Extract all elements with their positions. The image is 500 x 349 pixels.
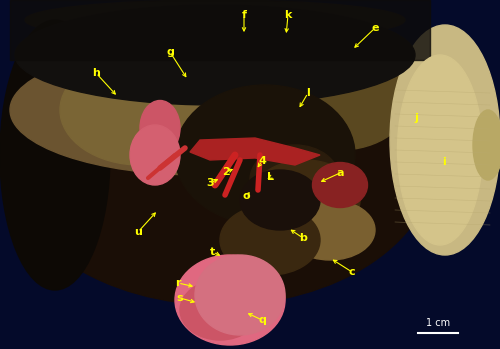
- Ellipse shape: [473, 110, 500, 180]
- Text: 3: 3: [206, 178, 214, 188]
- Ellipse shape: [15, 5, 415, 105]
- Ellipse shape: [285, 200, 375, 260]
- Text: t: t: [210, 247, 216, 257]
- Ellipse shape: [390, 25, 500, 255]
- Text: g: g: [166, 47, 174, 57]
- Ellipse shape: [240, 170, 320, 230]
- Ellipse shape: [25, 0, 405, 40]
- Ellipse shape: [140, 101, 180, 156]
- Text: e: e: [371, 23, 379, 33]
- Ellipse shape: [10, 45, 390, 175]
- Ellipse shape: [175, 85, 355, 225]
- Ellipse shape: [60, 55, 220, 165]
- Text: o: o: [242, 191, 250, 201]
- Text: 1 cm: 1 cm: [426, 318, 450, 328]
- Text: i: i: [442, 157, 446, 167]
- Ellipse shape: [180, 280, 260, 340]
- Text: b: b: [299, 233, 307, 243]
- Text: 4: 4: [258, 156, 266, 166]
- Text: c: c: [348, 267, 356, 277]
- Ellipse shape: [130, 125, 180, 185]
- Ellipse shape: [312, 163, 368, 208]
- Text: q: q: [258, 315, 266, 325]
- Text: u: u: [134, 227, 142, 237]
- Ellipse shape: [270, 50, 410, 150]
- Text: a: a: [336, 168, 344, 178]
- Text: l: l: [306, 88, 310, 98]
- Polygon shape: [190, 138, 320, 165]
- Text: r: r: [176, 278, 181, 288]
- Text: L: L: [268, 172, 274, 182]
- Text: 2: 2: [222, 167, 230, 177]
- Text: k: k: [284, 10, 292, 20]
- Ellipse shape: [175, 255, 285, 345]
- Ellipse shape: [398, 55, 482, 245]
- Ellipse shape: [5, 15, 435, 305]
- Text: h: h: [92, 68, 100, 78]
- Ellipse shape: [195, 255, 285, 335]
- Text: s: s: [176, 293, 184, 303]
- Ellipse shape: [250, 145, 340, 215]
- Ellipse shape: [250, 160, 360, 240]
- Text: j: j: [414, 113, 418, 123]
- Ellipse shape: [0, 20, 110, 290]
- Ellipse shape: [220, 205, 320, 275]
- Text: f: f: [242, 10, 246, 20]
